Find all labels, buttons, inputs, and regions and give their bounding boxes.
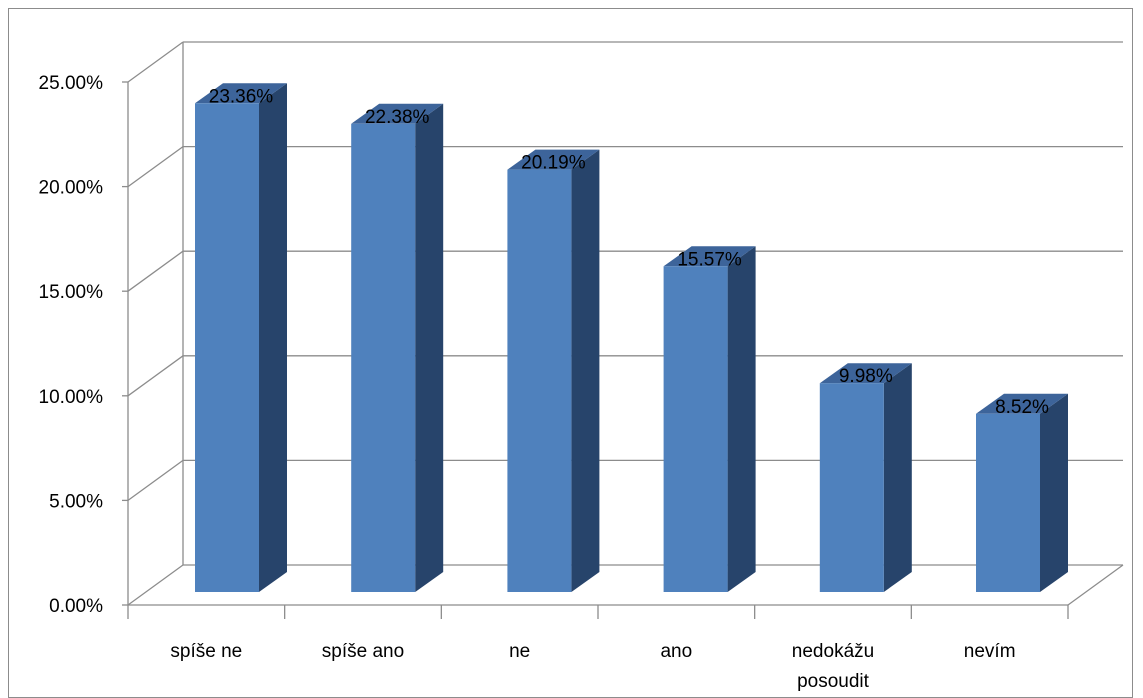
bar <box>507 169 572 593</box>
x-tick-label: ne <box>509 641 530 662</box>
bar-side <box>259 83 287 592</box>
data-label: 8.52% <box>995 397 1049 418</box>
gridline-depth <box>127 459 184 501</box>
bar-side <box>571 149 600 593</box>
data-label: 22.38% <box>365 107 430 128</box>
bar-top <box>976 393 1068 414</box>
gridline-depth <box>127 250 184 292</box>
bar-side <box>883 363 912 592</box>
gridline-depth <box>127 564 184 606</box>
y-tick-label: 0.00% <box>49 596 103 617</box>
bar <box>195 103 259 592</box>
floor-edge <box>1067 564 1124 606</box>
data-label: 20.19% <box>521 153 586 174</box>
y-tick-label: 20.00% <box>39 178 104 199</box>
x-tick-label: spíše ano <box>322 641 404 662</box>
x-tick-label: nedokážu posoudit <box>792 641 874 692</box>
bar <box>976 413 1040 592</box>
bars-layer <box>195 83 1068 593</box>
data-label: 23.36% <box>209 86 274 107</box>
x-tick-label: nevím <box>964 641 1016 662</box>
y-tick-label: 5.00% <box>49 491 103 512</box>
bar-top <box>351 103 444 124</box>
x-tick-label: ano <box>660 641 692 662</box>
bar-side <box>1040 393 1068 592</box>
x-tick-label: spíše ne <box>170 641 242 662</box>
gridline-depth <box>127 41 184 83</box>
bar <box>819 383 884 592</box>
bar-side <box>727 246 756 592</box>
gridline-depth <box>127 355 184 397</box>
data-label: 9.98% <box>839 366 893 387</box>
labels-layer: 0.00% 5.00% 10.00% 15.00% 20.00% 25.00% 23.36%… <box>39 73 1049 692</box>
grid-layer <box>127 41 1123 606</box>
y-tick-label: 15.00% <box>39 282 104 303</box>
y-tick-label: 10.00% <box>39 387 104 408</box>
bar <box>351 123 416 593</box>
bar-top <box>819 363 912 384</box>
bar-top <box>195 83 287 104</box>
bar <box>663 266 728 592</box>
gridline-depth <box>127 146 184 188</box>
axis-layer <box>122 81 1124 619</box>
data-label: 15.57% <box>677 249 742 270</box>
bar-top <box>507 149 600 170</box>
y-tick-label: 25.00% <box>39 73 104 94</box>
bar-top <box>663 246 756 267</box>
bar-side <box>415 103 444 593</box>
